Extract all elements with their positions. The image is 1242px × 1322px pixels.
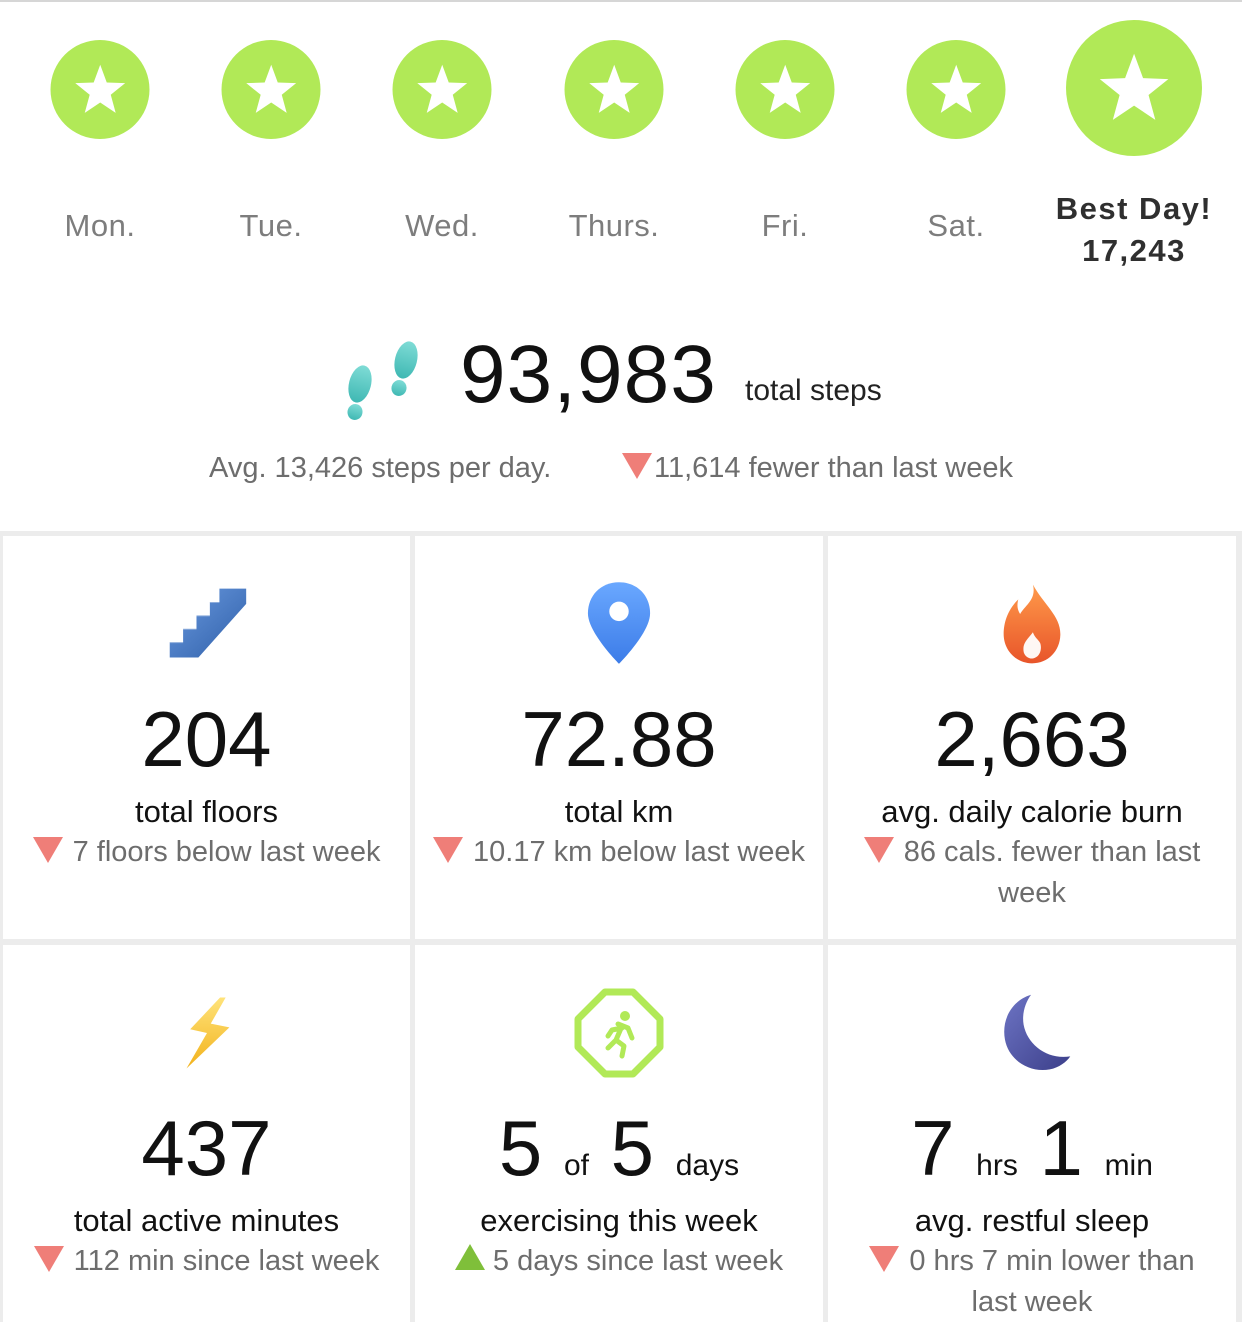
stat-comparison-text: 5 days since last week: [492, 1245, 784, 1277]
stat-comparison: 5 days since last week: [431, 1241, 807, 1282]
total-steps-value: 93,983: [460, 329, 717, 420]
top-divider: [0, 0, 1242, 2]
stat-comparison-text: 86 cals. fewer than last week: [903, 836, 1201, 909]
stat-label: avg. daily calorie burn: [881, 794, 1183, 829]
day-thurs[interactable]: Thurs.: [528, 0, 700, 290]
trend-down-icon: [863, 837, 894, 863]
stairs-icon: [159, 576, 255, 672]
day-label: Fri.: [761, 208, 809, 243]
stat-calories[interactable]: 2,663 avg. daily calorie burn 86 cals. f…: [828, 536, 1236, 939]
day-fri[interactable]: Fri.: [699, 0, 871, 290]
stat-comparison-text: 10.17 km below last week: [473, 836, 806, 868]
star-icon: [906, 40, 1006, 139]
stat-distance[interactable]: 72.88 total km 10.17 km below last week: [415, 536, 823, 939]
day-tue[interactable]: Tue.: [185, 0, 357, 290]
steps-comparison-text: 11,614 fewer than last week: [654, 452, 1013, 484]
day-label: Mon.: [64, 208, 136, 243]
flame-icon: [984, 576, 1080, 672]
sleep-minutes-unit: min: [1104, 1149, 1153, 1182]
steps-details: Avg. 13,426 steps per day. 11,614 fewer …: [0, 452, 1242, 492]
stat-active-minutes[interactable]: 437 total active minutes 112 min since l…: [3, 945, 410, 1322]
location-pin-icon: [571, 576, 667, 672]
day-wed[interactable]: Wed.: [356, 0, 528, 290]
day-sat[interactable]: Sat.: [870, 0, 1042, 290]
stat-comparison-text: 112 min since last week: [73, 1245, 380, 1277]
stat-value: 204: [141, 695, 272, 783]
best-day-value: 17,243: [1082, 233, 1186, 268]
exercise-days-count: 5: [498, 1104, 543, 1192]
stat-value: 437: [141, 1104, 272, 1192]
trend-down-icon: [32, 837, 63, 863]
steps-summary: 93,983 total steps: [0, 330, 1242, 420]
stat-comparison: 86 cals. fewer than last week: [844, 832, 1220, 914]
day-best[interactable]: Best Day! 17,243: [1048, 0, 1220, 290]
best-day-title: Best Day!: [1055, 191, 1213, 226]
exercise-days-unit: days: [675, 1149, 740, 1182]
stat-comparison: 10.17 km below last week: [431, 832, 807, 873]
avg-steps-text: Avg. 13,426 steps per day.: [209, 452, 552, 484]
star-icon: [392, 40, 492, 139]
moon-icon: [984, 985, 1080, 1081]
star-icon: [50, 40, 150, 139]
stat-value: 5 of 5 days: [415, 1103, 823, 1211]
exercise-days-goal: 5: [610, 1104, 655, 1192]
star-icon: [564, 40, 664, 139]
exercise-of-text: of: [563, 1149, 589, 1182]
day-label: Thurs.: [568, 208, 660, 243]
stat-floors[interactable]: 204 total floors 7 floors below last wee…: [3, 536, 410, 939]
stat-value: 72.88: [521, 695, 717, 783]
sleep-minutes: 1: [1039, 1104, 1083, 1192]
stat-comparison: 112 min since last week: [19, 1241, 394, 1282]
exercise-runner-icon: [571, 985, 667, 1081]
day-label: Wed.: [405, 208, 479, 243]
trend-down-icon: [33, 1246, 64, 1272]
stat-value: 2,663: [934, 695, 1130, 783]
week-badges: Mon. Tue. Wed. Thurs. Fri. Sat.: [0, 0, 1242, 290]
star-icon: [221, 40, 321, 139]
day-label: Tue.: [239, 208, 303, 243]
total-steps-label: total steps: [745, 374, 882, 407]
lightning-icon: [159, 985, 255, 1081]
stat-comparison: 7 floors below last week: [19, 832, 394, 873]
stat-label: total active minutes: [73, 1203, 340, 1238]
stat-value: 7 hrs 1 min: [828, 1103, 1236, 1211]
stat-sleep[interactable]: 7 hrs 1 min avg. restful sleep 0 hrs 7 m…: [828, 945, 1236, 1322]
sleep-hours-unit: hrs: [976, 1149, 1018, 1182]
trend-up-icon: [454, 1244, 485, 1270]
trend-down-icon: [432, 837, 463, 863]
stat-exercise-days[interactable]: 5 of 5 days exercising this week 5 days …: [415, 945, 823, 1322]
best-day-label: Best Day! 17,243: [1028, 188, 1240, 272]
footsteps-icon: [340, 340, 424, 422]
stats-grid: 204 total floors 7 floors below last wee…: [0, 531, 1242, 1322]
stat-label: total floors: [134, 794, 278, 829]
stat-label: avg. restful sleep: [914, 1203, 1150, 1238]
stat-label: total km: [564, 794, 674, 829]
day-mon[interactable]: Mon.: [14, 0, 186, 290]
stat-label: exercising this week: [480, 1203, 758, 1238]
day-label: Sat.: [927, 208, 985, 243]
trend-down-icon: [622, 453, 652, 479]
sleep-hours: 7: [911, 1104, 955, 1192]
star-icon: [1066, 20, 1202, 156]
stat-comparison: 0 hrs 7 min lower than last week: [844, 1241, 1220, 1322]
stat-comparison-text: 0 hrs 7 min lower than last week: [909, 1245, 1195, 1318]
star-icon: [735, 40, 835, 139]
stat-comparison-text: 7 floors below last week: [72, 836, 381, 868]
steps-comparison: 11,614 fewer than last week: [622, 452, 1013, 485]
trend-down-icon: [869, 1246, 900, 1272]
